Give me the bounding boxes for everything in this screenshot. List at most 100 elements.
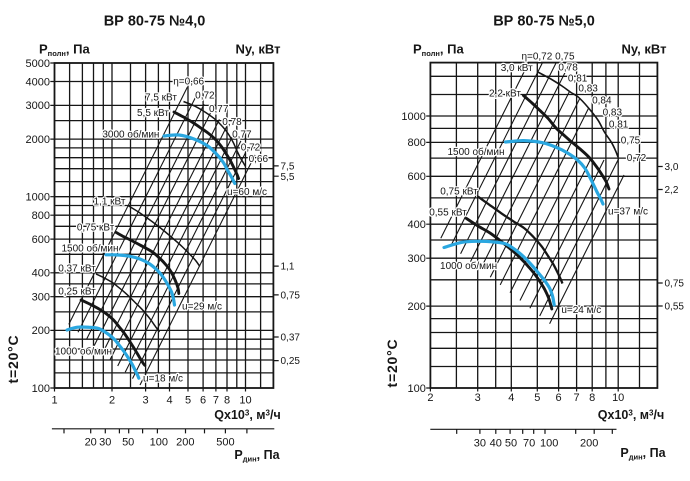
svg-text:u=37 м/с: u=37 м/с [608, 207, 648, 218]
svg-text:t=20°С: t=20°С [5, 335, 21, 384]
svg-text:5: 5 [185, 395, 191, 407]
svg-text:0,66: 0,66 [249, 154, 269, 165]
svg-text:0,55: 0,55 [665, 302, 685, 313]
svg-text:1000 об/мин: 1000 об/мин [55, 345, 112, 357]
svg-text:20: 20 [85, 436, 97, 448]
svg-text:4000: 4000 [26, 76, 50, 88]
svg-text:5,5 кВт: 5,5 кВт [137, 108, 169, 119]
svg-text:1000 об/мин: 1000 об/мин [440, 260, 497, 272]
svg-text:Qх103, м3/ч: Qх103, м3/ч [214, 408, 280, 422]
svg-text:3,0 кВт: 3,0 кВт [501, 63, 533, 74]
svg-text:Nу, кВт: Nу, кВт [236, 42, 281, 57]
svg-text:u=18 м/с: u=18 м/с [143, 374, 183, 385]
svg-text:1000: 1000 [401, 111, 425, 123]
svg-text:500: 500 [216, 436, 234, 448]
svg-text:3: 3 [143, 395, 149, 407]
svg-text:0,77: 0,77 [232, 130, 252, 141]
svg-text:Nу, кВт: Nу, кВт [622, 42, 667, 57]
svg-text:5: 5 [534, 392, 540, 404]
svg-text:100: 100 [540, 437, 558, 449]
svg-text:0,84: 0,84 [592, 95, 612, 106]
svg-text:0,37: 0,37 [281, 333, 301, 344]
svg-text:200: 200 [580, 437, 598, 449]
svg-text:0,75 кВт: 0,75 кВт [77, 223, 115, 234]
svg-text:t=20°С: t=20°С [384, 339, 400, 388]
svg-text:600: 600 [32, 234, 50, 246]
svg-text:400: 400 [408, 219, 426, 231]
svg-text:5,5: 5,5 [281, 172, 295, 183]
svg-text:3000: 3000 [26, 100, 50, 112]
svg-text:4: 4 [166, 395, 172, 407]
svg-text:2,2 кВт: 2,2 кВт [489, 89, 521, 100]
svg-text:200: 200 [176, 436, 194, 448]
svg-text:η=0,72 0,75: η=0,72 0,75 [521, 52, 575, 63]
svg-text:3000 об/мин: 3000 об/мин [102, 128, 159, 140]
svg-text:0,78: 0,78 [222, 117, 242, 128]
svg-text:u=60 м/с: u=60 м/с [227, 187, 267, 198]
svg-text:0,37 кВт: 0,37 кВт [58, 264, 96, 275]
svg-text:50: 50 [505, 437, 517, 449]
svg-text:7: 7 [574, 392, 580, 404]
svg-text:200: 200 [32, 325, 50, 337]
svg-text:0,75: 0,75 [665, 279, 685, 290]
svg-text:3: 3 [475, 392, 481, 404]
svg-text:30: 30 [99, 436, 111, 448]
svg-text:300: 300 [32, 292, 50, 304]
svg-text:0,81: 0,81 [609, 120, 629, 131]
svg-text:1500 об/мин: 1500 об/мин [61, 242, 118, 254]
svg-text:0,25 кВт: 0,25 кВт [58, 287, 96, 298]
svg-text:800: 800 [408, 137, 426, 149]
svg-text:7,5 кВт: 7,5 кВт [145, 92, 177, 103]
svg-text:2,2: 2,2 [665, 185, 679, 196]
svg-text:40: 40 [490, 437, 502, 449]
svg-text:100: 100 [32, 383, 50, 395]
svg-text:8: 8 [589, 392, 595, 404]
svg-text:0,83: 0,83 [603, 107, 623, 118]
svg-text:η=0,66: η=0,66 [173, 77, 204, 88]
svg-text:3,0: 3,0 [665, 162, 679, 173]
svg-text:6: 6 [200, 395, 206, 407]
svg-text:400: 400 [32, 268, 50, 280]
svg-text:0,72: 0,72 [627, 153, 647, 164]
svg-text:7,5: 7,5 [281, 162, 295, 173]
svg-text:100: 100 [150, 436, 168, 448]
svg-text:Qх103, м3/ч: Qх103, м3/ч [598, 408, 664, 422]
svg-text:50: 50 [122, 436, 134, 448]
svg-text:1000: 1000 [26, 192, 50, 204]
svg-text:800: 800 [32, 210, 50, 222]
svg-text:1500 об/мин: 1500 об/мин [447, 146, 504, 158]
svg-text:8: 8 [224, 395, 230, 407]
svg-text:10: 10 [612, 392, 624, 404]
svg-text:300: 300 [408, 253, 426, 265]
svg-text:0,72: 0,72 [241, 142, 261, 153]
svg-text:100: 100 [408, 383, 426, 395]
svg-text:Рдин, Па: Рдин, Па [234, 448, 280, 464]
svg-text:5000: 5000 [26, 58, 50, 70]
svg-text:1,1: 1,1 [281, 262, 295, 273]
svg-text:30: 30 [474, 437, 486, 449]
svg-text:0,25: 0,25 [281, 356, 301, 367]
svg-text:2: 2 [109, 395, 115, 407]
svg-text:0,75: 0,75 [621, 135, 641, 146]
svg-text:1: 1 [51, 395, 57, 407]
svg-text:0,75 кВт: 0,75 кВт [440, 186, 478, 197]
svg-text:u=24 м/с: u=24 м/с [561, 305, 601, 316]
svg-text:2: 2 [427, 392, 433, 404]
svg-text:ВР 80-75 №5,0: ВР 80-75 №5,0 [493, 14, 595, 30]
svg-text:10: 10 [239, 395, 251, 407]
svg-text:0,81: 0,81 [568, 74, 588, 85]
svg-text:2000: 2000 [26, 134, 50, 146]
svg-text:ВР 80-75 №4,0: ВР 80-75 №4,0 [104, 14, 206, 30]
svg-text:600: 600 [408, 171, 426, 183]
svg-text:0,77: 0,77 [209, 104, 229, 115]
svg-text:1,1 кВт: 1,1 кВт [94, 197, 126, 208]
svg-text:u=29 м/с: u=29 м/с [182, 302, 222, 313]
svg-text:7: 7 [213, 395, 219, 407]
svg-text:0,75: 0,75 [281, 291, 301, 302]
svg-text:70: 70 [523, 437, 535, 449]
svg-text:200: 200 [408, 301, 426, 313]
svg-text:0,72: 0,72 [195, 91, 215, 102]
svg-text:6: 6 [556, 392, 562, 404]
svg-text:Рдин, Па: Рдин, Па [620, 446, 666, 462]
svg-text:0,55 кВт: 0,55 кВт [429, 208, 467, 219]
